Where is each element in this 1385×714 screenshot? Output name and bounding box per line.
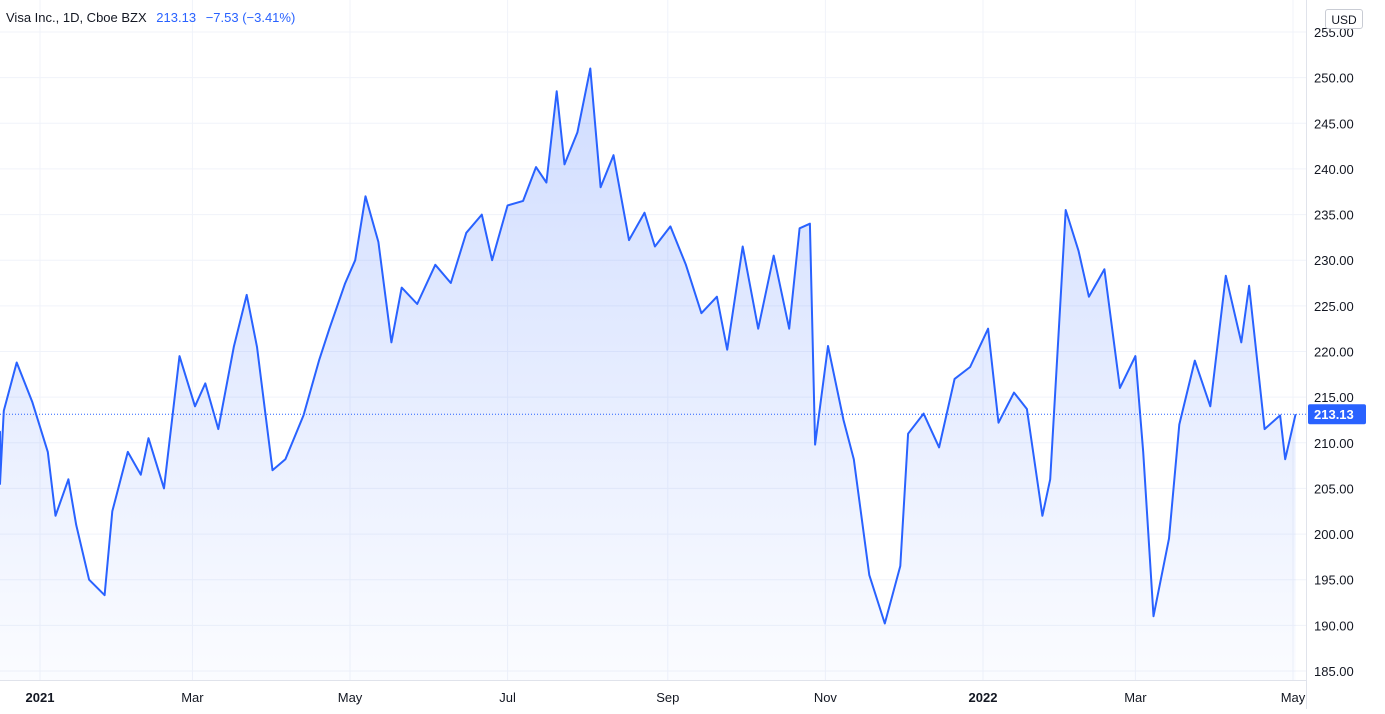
price-line [0, 67, 1297, 625]
last-price-label: 213.13 [1308, 404, 1366, 425]
y-tick-label: 210.00 [1314, 436, 1354, 451]
x-tick-label: Mar [181, 690, 204, 705]
x-tick-label: May [338, 690, 363, 705]
y-tick-label: 215.00 [1314, 390, 1354, 405]
y-tick-label: 245.00 [1314, 116, 1354, 131]
y-tick-label: 195.00 [1314, 573, 1354, 588]
x-tick-label: Sep [656, 690, 679, 705]
y-tick-label: 235.00 [1314, 208, 1354, 223]
symbol-legend: Visa Inc., 1D, Cboe BZX 213.13 −7.53 (−3… [6, 10, 295, 25]
y-tick-label: 200.00 [1314, 527, 1354, 542]
time-axis[interactable]: 2021 Mar May Jul Sep Nov 2022 Mar May [26, 690, 1306, 705]
price-axis[interactable]: 185.00 190.00 195.00 200.00 205.00 210.00 215.… [1314, 25, 1354, 679]
y-tick-label: 250.00 [1314, 71, 1354, 86]
area-fill-layer [0, 68, 1296, 680]
price-line-layer [0, 67, 1297, 625]
last-price-label-text: 213.13 [1314, 407, 1354, 422]
legend-price: 213.13 [156, 10, 197, 25]
y-tick-label: 225.00 [1314, 299, 1354, 314]
y-tick-label: 220.00 [1314, 345, 1354, 360]
y-tick-label: 240.00 [1314, 162, 1354, 177]
y-tick-label: 205.00 [1314, 481, 1354, 496]
x-tick-label: Mar [1124, 690, 1147, 705]
x-tick-label: May [1281, 690, 1306, 705]
x-tick-label: Jul [499, 690, 516, 705]
x-tick-label: 2022 [969, 690, 998, 705]
symbol-title: Visa Inc., 1D, Cboe BZX [6, 10, 147, 25]
last-price-label-bg [1308, 404, 1366, 425]
y-tick-label: 185.00 [1314, 664, 1354, 679]
area-fill [0, 68, 1296, 680]
legend-change: −7.53 (−3.41%) [205, 10, 296, 25]
y-tick-label: 190.00 [1314, 618, 1354, 633]
y-tick-label: 230.00 [1314, 253, 1354, 268]
x-tick-label: 2021 [26, 690, 55, 705]
currency-button[interactable]: USD [1325, 9, 1363, 29]
x-tick-label: Nov [814, 690, 838, 705]
